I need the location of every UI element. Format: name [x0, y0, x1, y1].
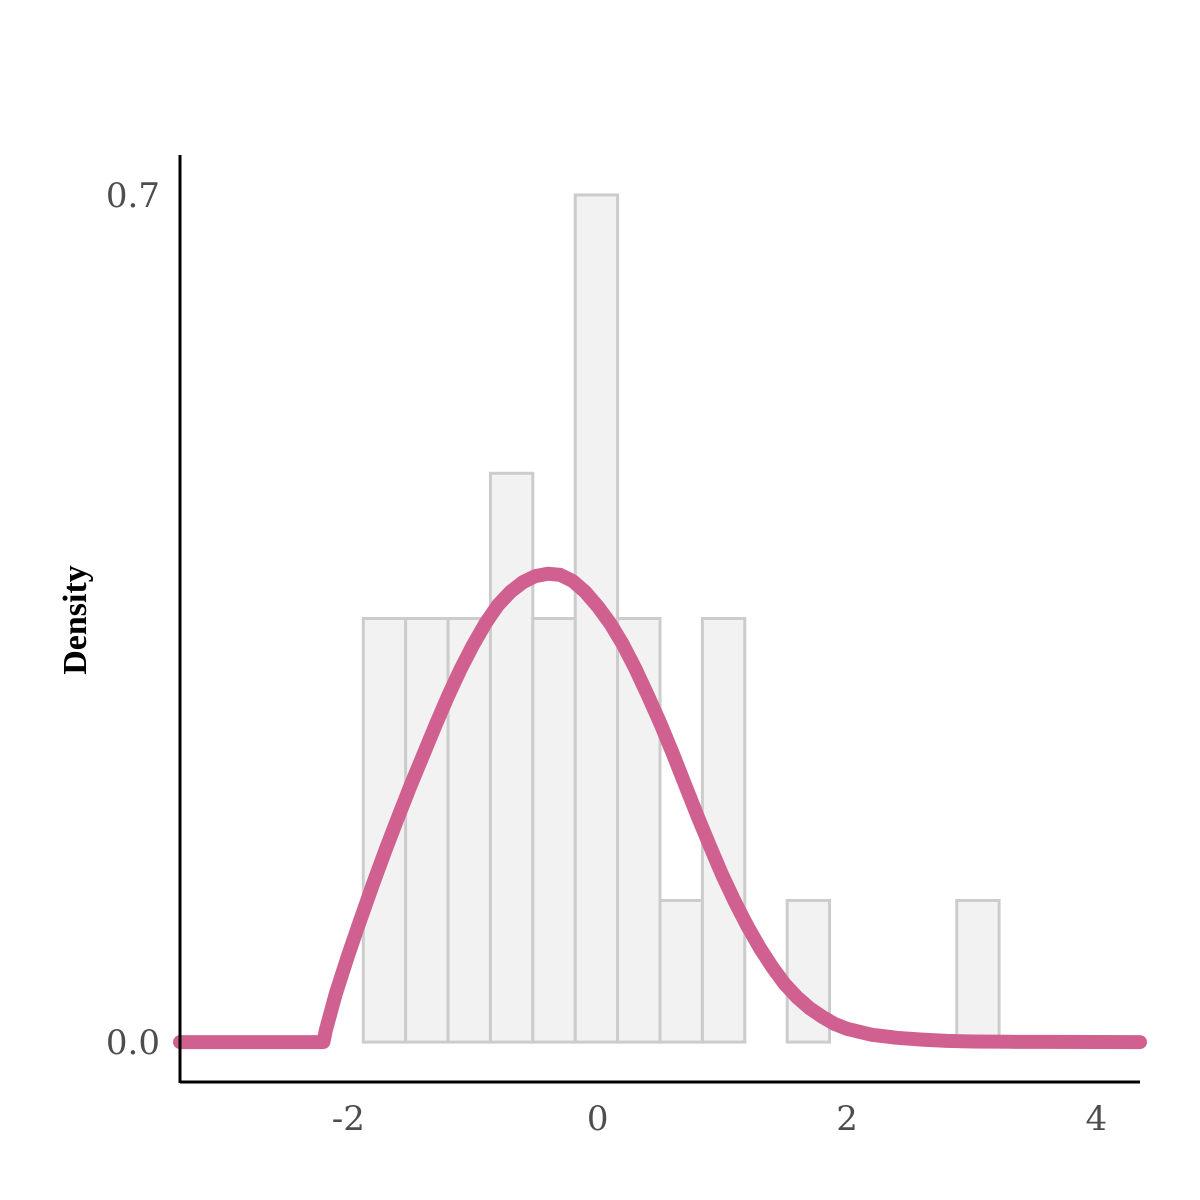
histogram-bar [616, 617, 662, 1044]
x-tick-label: 2 [836, 1099, 858, 1139]
x-tick-label: 0 [587, 1099, 609, 1139]
histogram-bar [404, 617, 450, 1044]
histogram-bar [955, 898, 1001, 1044]
histogram-bar [531, 617, 577, 1044]
histogram-bar [658, 898, 704, 1044]
y-tick-label: 0.0 [106, 1023, 160, 1063]
y-tick-labels: 0.0 0.7 [106, 176, 160, 1063]
x-tick-label: -2 [332, 1099, 365, 1139]
y-tick-label: 0.7 [106, 176, 160, 216]
histogram-bars [361, 193, 1001, 1044]
density-curve [173, 566, 1147, 1050]
y-axis-title: Density [57, 565, 94, 675]
histogram-bar [488, 471, 535, 1044]
x-tick-label: 4 [1086, 1099, 1108, 1139]
x-tick-labels: -2 0 2 4 [332, 1099, 1107, 1139]
